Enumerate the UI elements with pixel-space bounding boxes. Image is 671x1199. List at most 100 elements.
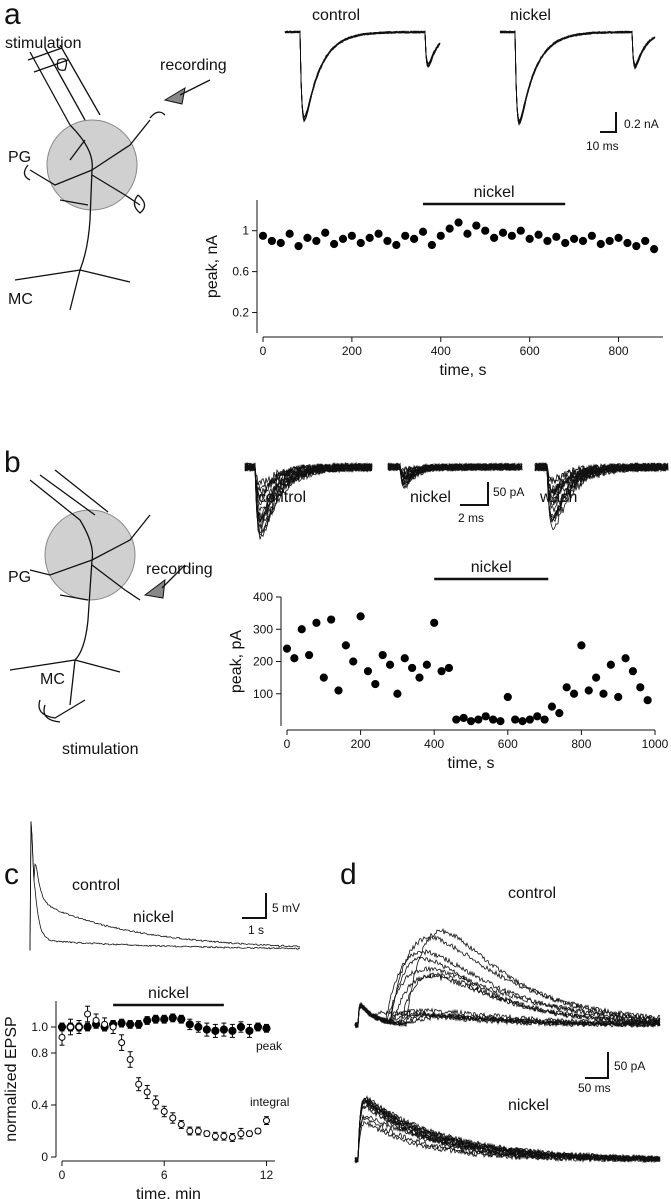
point bbox=[490, 233, 499, 242]
point bbox=[621, 654, 630, 663]
y-tick-label: 100 bbox=[253, 687, 273, 701]
point bbox=[418, 227, 428, 236]
point bbox=[220, 1132, 228, 1140]
point bbox=[92, 1017, 100, 1024]
point bbox=[410, 234, 419, 243]
point bbox=[498, 228, 508, 237]
point bbox=[452, 715, 461, 724]
point bbox=[632, 241, 641, 251]
point bbox=[304, 650, 314, 660]
point bbox=[341, 641, 350, 650]
trace-label: control bbox=[508, 885, 556, 902]
point bbox=[488, 715, 498, 724]
trace bbox=[29, 821, 301, 951]
point bbox=[511, 715, 520, 724]
point bbox=[481, 226, 490, 235]
point bbox=[319, 673, 328, 682]
point bbox=[445, 224, 454, 233]
y-tick-label: 0.4 bbox=[31, 1098, 48, 1112]
point bbox=[459, 713, 468, 723]
point bbox=[606, 660, 615, 669]
point bbox=[562, 683, 571, 692]
x-axis-label: time, min bbox=[136, 1186, 201, 1199]
point bbox=[525, 234, 534, 243]
point bbox=[294, 241, 303, 251]
trace bbox=[29, 821, 301, 951]
y-tick-label: 0 bbox=[41, 1150, 48, 1164]
point bbox=[378, 650, 387, 660]
point bbox=[507, 231, 516, 240]
point bbox=[321, 228, 330, 237]
point bbox=[135, 1080, 143, 1088]
trace bbox=[354, 948, 661, 1027]
point bbox=[472, 221, 481, 230]
point bbox=[118, 1039, 126, 1047]
x-tick-label: 0 bbox=[260, 344, 267, 358]
point bbox=[393, 689, 402, 698]
point bbox=[400, 654, 409, 663]
trace bbox=[499, 30, 656, 121]
point bbox=[401, 231, 410, 240]
y-tick-label: 200 bbox=[253, 655, 273, 669]
point bbox=[334, 686, 343, 695]
x-axis-label: time, s bbox=[439, 362, 486, 379]
point bbox=[552, 232, 561, 241]
point bbox=[143, 1016, 152, 1025]
point bbox=[518, 717, 527, 726]
point bbox=[408, 663, 417, 673]
x-tick-label: 12 bbox=[260, 1168, 274, 1182]
point bbox=[152, 1098, 160, 1106]
point bbox=[236, 1022, 246, 1032]
point bbox=[474, 715, 483, 724]
point bbox=[338, 234, 348, 243]
trace bbox=[354, 1120, 661, 1164]
point bbox=[614, 692, 623, 702]
point bbox=[290, 654, 299, 663]
trace bbox=[244, 461, 373, 501]
point bbox=[383, 236, 392, 246]
scale-bar bbox=[600, 112, 617, 133]
diagram-label: recording bbox=[146, 561, 213, 578]
trace bbox=[534, 461, 669, 485]
scale-bar bbox=[242, 893, 267, 919]
point bbox=[109, 1023, 117, 1031]
point bbox=[185, 1020, 194, 1029]
diagram-b bbox=[9, 469, 186, 723]
x-tick-label: 400 bbox=[431, 344, 451, 358]
point bbox=[349, 657, 358, 666]
point bbox=[534, 230, 543, 239]
scale-label: 2 ms bbox=[458, 511, 484, 525]
scale-label: 5 mV bbox=[272, 901, 300, 915]
point bbox=[415, 673, 424, 682]
panel-letter: a bbox=[4, 0, 21, 31]
x-tick-label: 200 bbox=[342, 344, 362, 358]
point bbox=[83, 1022, 92, 1032]
point bbox=[169, 1114, 177, 1122]
point bbox=[599, 689, 608, 698]
point bbox=[237, 1130, 245, 1138]
point bbox=[126, 1056, 134, 1063]
trace bbox=[354, 1003, 661, 1029]
trace-label: control bbox=[258, 489, 306, 506]
point bbox=[569, 689, 579, 698]
diagram-label: PG bbox=[8, 149, 31, 166]
point bbox=[151, 1015, 160, 1024]
point bbox=[385, 660, 395, 669]
diagram-label: stimulation bbox=[5, 35, 81, 52]
trace-label: control bbox=[72, 877, 120, 894]
point bbox=[194, 1127, 202, 1135]
point bbox=[643, 696, 652, 705]
y-tick-label: 1 bbox=[242, 224, 249, 238]
x-tick-label: 1000 bbox=[642, 737, 669, 751]
annotation-label: nickel bbox=[474, 184, 515, 201]
point bbox=[347, 231, 356, 240]
trace-label: nickel bbox=[508, 1097, 549, 1114]
point bbox=[194, 1022, 203, 1032]
point bbox=[363, 667, 373, 676]
trace bbox=[354, 928, 661, 1028]
point bbox=[258, 231, 268, 240]
y-axis-label: peak, pA bbox=[228, 630, 245, 693]
x-tick-label: 800 bbox=[571, 737, 591, 751]
trace bbox=[534, 462, 669, 494]
traces bbox=[29, 29, 669, 1164]
